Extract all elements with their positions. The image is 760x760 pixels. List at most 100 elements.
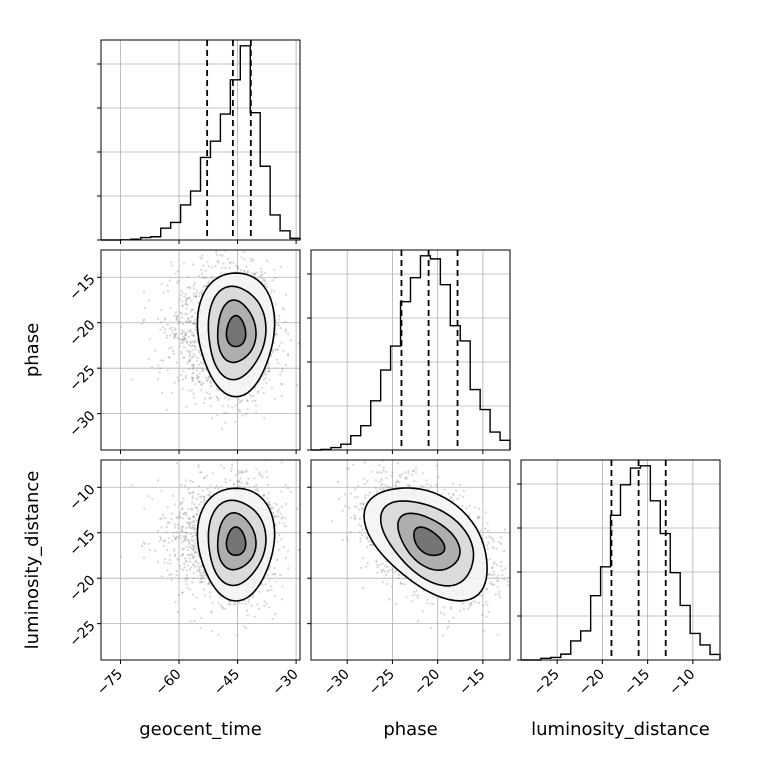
sample-point	[181, 525, 184, 528]
sample-point	[221, 266, 224, 269]
sample-point	[180, 342, 183, 345]
sample-point	[173, 503, 176, 506]
sample-point	[196, 551, 199, 554]
sample-point	[266, 589, 269, 592]
sample-point	[249, 486, 252, 489]
sample-point	[197, 509, 200, 512]
sample-point	[493, 583, 496, 586]
sample-point	[193, 341, 196, 344]
sample-point	[162, 291, 165, 294]
sample-point	[191, 340, 194, 343]
sample-point	[209, 595, 212, 598]
sample-point	[202, 502, 205, 505]
sample-point	[196, 359, 199, 362]
sample-point	[189, 566, 192, 569]
sample-point	[268, 503, 271, 506]
sample-point	[165, 531, 168, 534]
sample-point	[192, 540, 195, 543]
sample-point	[221, 254, 224, 257]
sample-point	[159, 537, 162, 541]
sample-point	[289, 339, 292, 342]
sample-point	[200, 268, 203, 271]
sample-point	[257, 607, 261, 611]
sample-point	[251, 247, 253, 249]
sample-point	[187, 516, 190, 520]
sample-point	[185, 312, 189, 315]
sample-point	[391, 471, 394, 474]
sample-point	[174, 328, 177, 331]
sample-point	[256, 392, 259, 395]
sample-point	[119, 555, 123, 558]
sample-point	[289, 490, 292, 493]
sample-point	[194, 328, 197, 331]
sample-point	[499, 596, 502, 599]
sample-point	[216, 399, 219, 402]
sample-point	[274, 348, 277, 351]
sample-point	[175, 517, 178, 520]
sample-point	[187, 297, 191, 300]
sample-point	[215, 484, 218, 487]
sample-point	[148, 549, 151, 552]
sample-point	[279, 326, 282, 330]
sample-point	[249, 257, 252, 260]
sample-point	[224, 421, 227, 424]
sample-point	[258, 471, 261, 474]
sample-point	[184, 484, 187, 487]
sample-point	[239, 400, 242, 403]
sample-point	[189, 330, 192, 333]
sample-point	[236, 267, 240, 270]
sample-point	[229, 261, 232, 264]
sample-point	[196, 357, 199, 360]
sample-point	[182, 547, 185, 550]
sample-point	[271, 618, 274, 621]
sample-point	[435, 485, 439, 488]
sample-point	[192, 547, 195, 550]
sample-point	[217, 455, 219, 457]
sample-point	[183, 539, 186, 542]
sample-point	[237, 480, 241, 483]
sample-point	[192, 368, 195, 371]
sample-point	[187, 335, 190, 338]
sample-point	[187, 539, 190, 542]
sample-point	[196, 512, 199, 515]
sample-point	[219, 595, 222, 598]
sample-point	[185, 532, 188, 535]
sample-point	[197, 485, 200, 488]
sample-point	[160, 283, 163, 286]
sample-point	[280, 394, 283, 397]
sample-point	[266, 285, 269, 288]
sample-point	[170, 512, 173, 515]
sample-point	[263, 494, 266, 497]
sample-point	[240, 256, 243, 259]
sample-point	[200, 292, 203, 295]
sample-point	[215, 253, 218, 256]
sample-point	[181, 378, 184, 381]
sample-point	[191, 535, 194, 538]
sample-point	[264, 271, 267, 274]
sample-point	[208, 493, 211, 496]
sample-point	[182, 569, 185, 572]
sample-point	[190, 552, 193, 556]
sample-point	[192, 521, 196, 524]
sample-point	[282, 349, 285, 352]
sample-point	[263, 600, 266, 603]
sample-point	[200, 576, 203, 580]
sample-point	[180, 329, 183, 332]
sample-point	[197, 301, 200, 304]
sample-point	[188, 526, 191, 529]
sample-point	[175, 314, 178, 318]
sample-point	[160, 308, 163, 311]
sample-point	[281, 516, 284, 519]
sample-point	[182, 262, 185, 265]
sample-point	[189, 479, 192, 482]
sample-point	[185, 560, 188, 563]
sample-point	[206, 494, 210, 497]
sample-point	[356, 495, 359, 498]
sample-point	[220, 427, 224, 430]
sample-point	[193, 344, 196, 347]
scatter-panel-phase-luminosity_distance	[307, 459, 511, 664]
sample-point	[185, 531, 188, 534]
sample-point	[217, 633, 220, 636]
sample-point	[217, 246, 219, 248]
sample-point	[279, 512, 282, 516]
